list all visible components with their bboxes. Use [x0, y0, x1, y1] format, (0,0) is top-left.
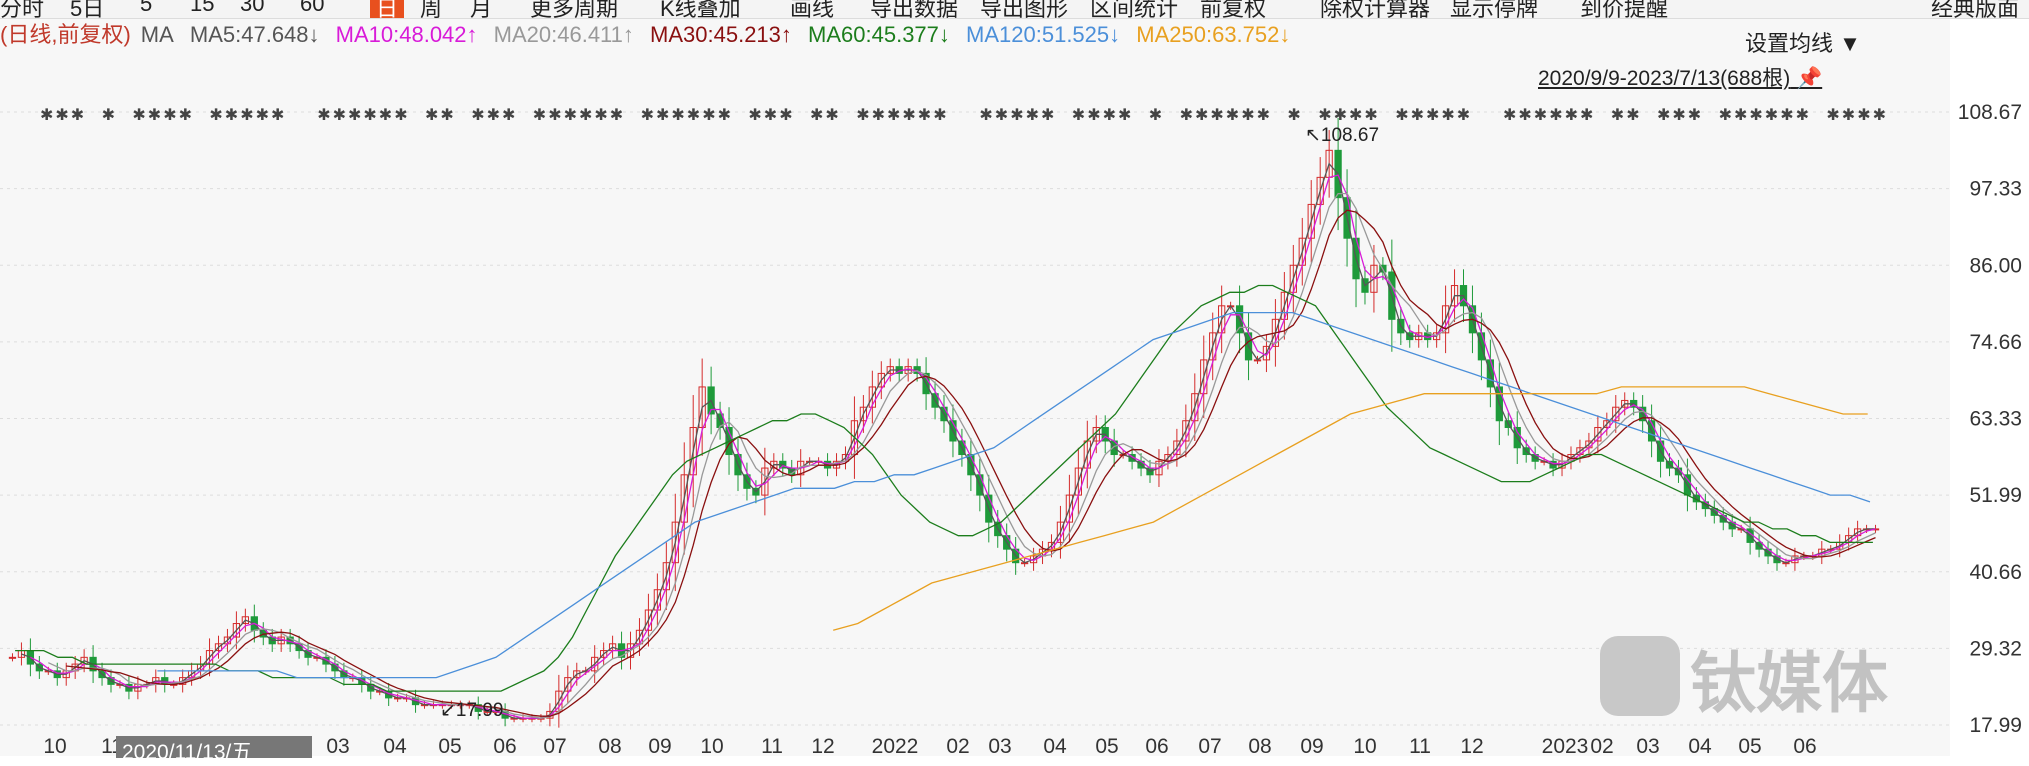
- ma-legend-bar: (日线,前复权) MA MA5:47.648↓ MA10:48.042↑ MA20…: [0, 18, 1300, 52]
- watermark-logo-icon: [1600, 636, 1680, 716]
- ma250-value: MA250:63.752↓: [1136, 22, 1291, 47]
- pin-icon[interactable]: 📌: [1796, 67, 1823, 90]
- toolbar-item-11[interactable]: 画线: [790, 0, 835, 19]
- toolbar-item-17[interactable]: 显示停牌: [1450, 0, 1539, 19]
- toolbar-item-13[interactable]: 导出图形: [980, 0, 1069, 19]
- toolbar-item-9[interactable]: 更多周期: [530, 0, 619, 19]
- date-range-label: 2020/9/9-2023/7/13(688根) 📌: [1538, 62, 1822, 92]
- period-toolbar: 分时 5日 5 15 30 60 日周 月 更多周期 K线叠加 画线 导出数据 导出图形 区间统计 前复权 除…: [0, 0, 2029, 19]
- toolbar-item-8[interactable]: 月: [470, 0, 493, 19]
- toolbar-item-0[interactable]: 分时: [0, 0, 45, 19]
- ma5-value: MA5:47.648↓: [189, 22, 320, 47]
- chevron-down-icon: ▼: [1839, 31, 1861, 56]
- toolbar-item-7[interactable]: 周: [420, 0, 443, 19]
- toolbar-item-16[interactable]: 除权计算器: [1320, 0, 1431, 19]
- toolbar-item-3[interactable]: 15: [190, 0, 215, 16]
- toolbar-item-2[interactable]: 5: [140, 0, 153, 16]
- ma30-value: MA30:45.213↑: [650, 22, 792, 47]
- ma-settings-button[interactable]: 设置均线 ▼: [1745, 26, 1861, 58]
- toolbar-item-6[interactable]: 日: [370, 0, 405, 18]
- ma-label: MA: [140, 22, 174, 47]
- toolbar-item-1[interactable]: 5日: [70, 0, 105, 19]
- toolbar-item-4[interactable]: 30: [240, 0, 265, 16]
- toolbar-item-18[interactable]: 到价提醒: [1580, 0, 1669, 19]
- ma-settings-label: 设置均线: [1745, 31, 1834, 56]
- period-mode-label: (日线,前复权): [0, 22, 131, 47]
- ma20-value: MA20:46.411↑: [493, 22, 634, 47]
- price-axis: [1950, 19, 2029, 756]
- crosshair-date-box: 2020/11/13/五: [116, 736, 312, 764]
- ma10-value: MA10:48.042↑: [335, 22, 478, 47]
- watermark: 钛媒体: [1690, 646, 1888, 720]
- toolbar-item-14[interactable]: 区间统计: [1090, 0, 1179, 19]
- ma60-value: MA60:45.377↓: [808, 22, 950, 47]
- layout-switch[interactable]: 经典版面: [1930, 0, 2019, 21]
- date-range-text: 2020/9/9-2023/7/13(688根): [1538, 67, 1791, 90]
- toolbar-item-15[interactable]: 前复权: [1200, 0, 1267, 19]
- ma120-value: MA120:51.525↓: [966, 22, 1121, 47]
- toolbar-item-5[interactable]: 60: [300, 0, 325, 16]
- toolbar-item-10[interactable]: K线叠加: [660, 0, 741, 19]
- toolbar-item-12[interactable]: 导出数据: [870, 0, 959, 19]
